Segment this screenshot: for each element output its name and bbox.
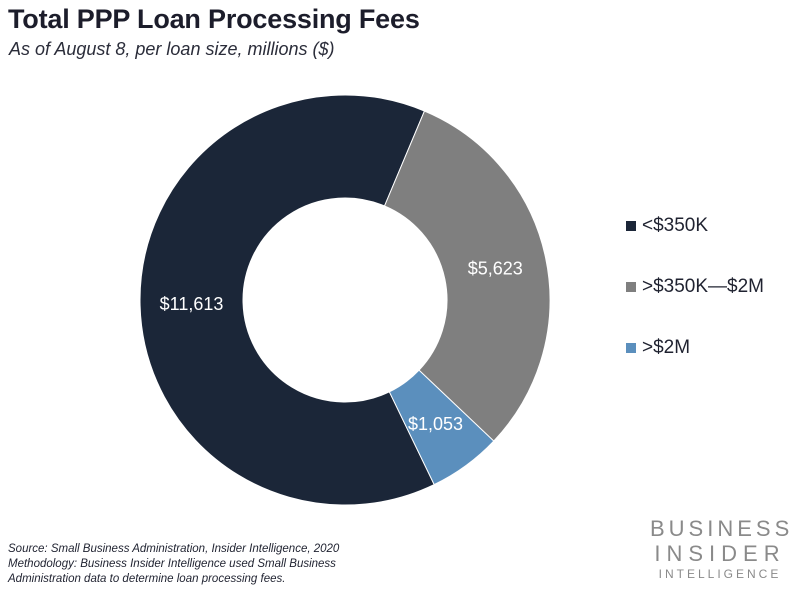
slice-over-2m (388, 369, 495, 486)
source-text: Source: Small Business Administration, I… (8, 543, 340, 555)
legend-item-over-2m: >$2M (626, 336, 764, 360)
methodology-text: Methodology: Business Insider Intelligen… (8, 558, 336, 585)
legend-label: >$2M (642, 337, 691, 358)
chart-title: Total PPP Loan Processing Fees (8, 4, 420, 34)
legend-label: >$350K—$2M (642, 276, 764, 297)
brand-line-business: BUSINESS (650, 516, 794, 541)
legend-label: <$350K (642, 215, 709, 236)
chart-subtitle: As of August 8, per loan size, millions … (9, 39, 335, 59)
slice-350k-2m (383, 110, 551, 442)
brand-logo: BUSINESS INSIDER INTELLIGENCE (650, 516, 790, 582)
slice-under-350k (139, 94, 435, 506)
source-note: Source: Small Business Administration, I… (8, 542, 388, 587)
brand-line-insider: INSIDER (654, 541, 786, 566)
data-label-over-2m: $1,053 (408, 414, 463, 434)
legend-item-under-350k: <$350K (626, 214, 764, 238)
brand-line-intelligence: INTELLIGENCE (658, 567, 782, 581)
legend-swatch (626, 221, 636, 231)
legend: <$350K >$350K—$2M >$2M (626, 214, 764, 397)
legend-item-350k-2m: >$350K—$2M (626, 275, 764, 299)
legend-swatch (626, 282, 636, 292)
legend-swatch (626, 343, 636, 353)
data-label-under-350k: $11,613 (160, 294, 224, 314)
data-label-350k-2m: $5,623 (468, 258, 523, 278)
